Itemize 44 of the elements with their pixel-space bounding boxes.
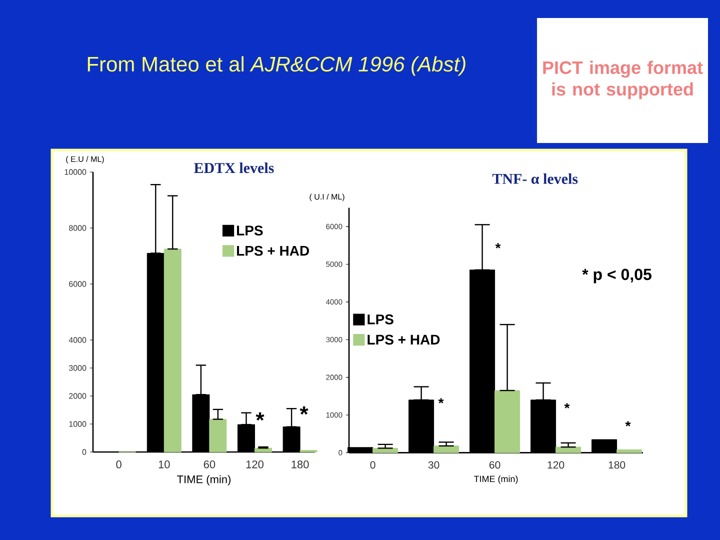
y-axis-title: ( E.U / ML) bbox=[66, 156, 104, 164]
chart-title: EDTX levels bbox=[194, 162, 274, 174]
legend-label: LPS + HAD bbox=[237, 246, 309, 256]
x-axis-title: TIME (min) bbox=[474, 476, 518, 484]
x-tick-label: 0 bbox=[370, 461, 376, 469]
x-tick-label: 120 bbox=[246, 460, 264, 468]
y-tick-label: 0 bbox=[82, 449, 86, 455]
y-tick-label: 4000 bbox=[68, 337, 86, 343]
y-tick-label: 8000 bbox=[69, 225, 86, 231]
x-tick-label: 120 bbox=[548, 461, 564, 469]
annotation: * p < 0,05 bbox=[582, 268, 652, 284]
bar bbox=[556, 446, 582, 453]
x-tick-label: 60 bbox=[204, 460, 216, 468]
bar bbox=[254, 448, 272, 452]
chart-title: TNF- α levels bbox=[492, 173, 578, 184]
y-tick-label: 3000 bbox=[68, 365, 86, 371]
annotation: * bbox=[300, 406, 308, 415]
text: From Mateo et al AJR&CCM 1996 (Abst) bbox=[88, 56, 466, 76]
bar bbox=[616, 449, 642, 453]
x-axis-title: TIME (min) bbox=[177, 475, 231, 486]
x-tick-label: 10 bbox=[158, 460, 170, 468]
x-tick-label: 60 bbox=[489, 461, 500, 469]
y-tick-label: 6000 bbox=[69, 281, 86, 287]
annotation: * bbox=[564, 403, 570, 408]
bar bbox=[434, 446, 460, 453]
legend-label: LPS bbox=[368, 314, 394, 324]
x-tick-label: 0 bbox=[116, 460, 122, 468]
y-tick-label: 10000 bbox=[64, 169, 86, 175]
bar bbox=[494, 390, 520, 453]
x-tick-label: 30 bbox=[428, 461, 440, 469]
text: PICT image format is not supported bbox=[543, 60, 703, 100]
bar bbox=[209, 418, 227, 452]
annotation: * bbox=[256, 412, 264, 421]
legend-label: LPS bbox=[237, 226, 263, 236]
y-tick-label: 1000 bbox=[69, 421, 86, 427]
annotation: * bbox=[625, 421, 631, 426]
y-tick-label: 2000 bbox=[69, 393, 86, 399]
y-axis-title: ( U.I / ML) bbox=[310, 194, 344, 202]
annotation: * bbox=[495, 243, 501, 248]
legend-label: LPS + HAD bbox=[368, 334, 440, 345]
x-tick-label: 180 bbox=[608, 461, 626, 469]
bar bbox=[164, 248, 182, 452]
x-tick-label: 180 bbox=[292, 460, 309, 468]
annotation: * bbox=[438, 398, 444, 404]
